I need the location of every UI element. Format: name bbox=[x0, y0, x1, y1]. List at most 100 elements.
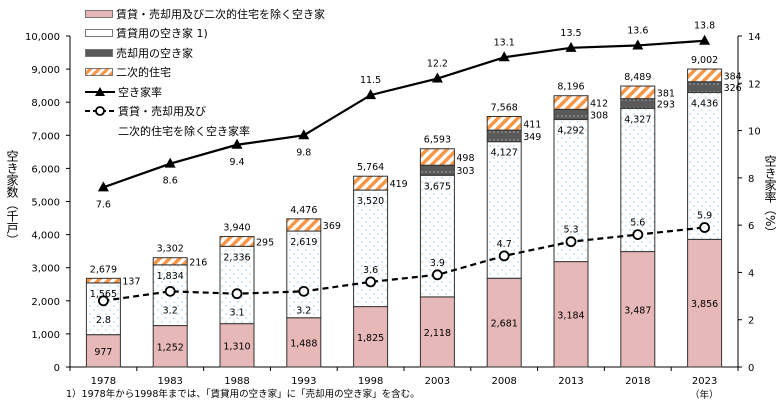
bar-total-label: 6,593 bbox=[424, 135, 451, 146]
bar-value-label: 3,184 bbox=[557, 310, 584, 321]
y2-tick-label: 14 bbox=[748, 32, 761, 43]
bar-value-label: 4,436 bbox=[691, 99, 718, 110]
bar-segment bbox=[152, 257, 188, 266]
bar-segment bbox=[687, 81, 723, 94]
bar-value-label: 977 bbox=[94, 347, 112, 358]
other-rate-point bbox=[98, 295, 109, 307]
y-tick-label: 4,000 bbox=[31, 231, 60, 242]
y-tick-label: 2,000 bbox=[31, 297, 60, 308]
vacancy-rate-label: 13.5 bbox=[560, 28, 581, 39]
legend-label: 賃貸・売却用及び二次的住宅を除く空き家 bbox=[116, 7, 325, 21]
bar-value-label: 3,675 bbox=[424, 181, 451, 192]
bar-value-label: 2,118 bbox=[424, 328, 451, 339]
x-tick-label: 1978 bbox=[91, 376, 116, 387]
bar-segment bbox=[353, 306, 389, 368]
y-tick-label: 6,000 bbox=[31, 164, 60, 175]
legend-item-other-rate-cont: 二次的住宅を除く空き家率 bbox=[85, 121, 325, 141]
y-axis-title: 空き家数（千戸） bbox=[5, 150, 19, 246]
bar-value-label: 384 bbox=[724, 71, 742, 82]
bar-segment bbox=[353, 175, 389, 191]
x-tick-label: 2018 bbox=[625, 376, 650, 387]
bar-segment bbox=[553, 95, 589, 110]
legend-item-rental: 賃貸用の空き家 1) bbox=[85, 24, 325, 44]
bar-value-label: 3,856 bbox=[691, 299, 718, 310]
bar-segment bbox=[85, 277, 121, 284]
bar-total-label: 3,302 bbox=[157, 244, 184, 255]
vacancy-rate-label: 8.6 bbox=[163, 176, 178, 187]
footnote: 1）1978年から1998年までは、「賃貸用の空き家」に「売却用の空き家」を含む… bbox=[66, 389, 420, 400]
other-rate-point bbox=[498, 250, 510, 262]
other-rate-point bbox=[431, 269, 443, 281]
vacancy-rate-label: 13.6 bbox=[627, 25, 648, 36]
y2-tick-label: 6 bbox=[748, 221, 754, 232]
vacancy-rate-label: 13.1 bbox=[494, 37, 515, 48]
other-rate-label: 3.2 bbox=[296, 305, 311, 316]
other-rate-point bbox=[231, 288, 243, 300]
bar-segment bbox=[486, 277, 522, 368]
y-tick-label: 5,000 bbox=[31, 198, 60, 209]
y2-tick-label: 4 bbox=[748, 268, 754, 279]
bar-value-label: 326 bbox=[724, 83, 742, 94]
y-tick-label: 9,000 bbox=[31, 65, 60, 76]
bar-value-label: 4,327 bbox=[624, 114, 651, 125]
bar-value-label: 498 bbox=[456, 153, 474, 164]
y-tick-label: 8,000 bbox=[31, 98, 60, 109]
legend-label: 二次的住宅 bbox=[116, 66, 171, 80]
legend-item-sale: 売却用の空き家 bbox=[85, 43, 325, 63]
bar-segment bbox=[85, 282, 121, 336]
vacancy-rate-point bbox=[298, 129, 310, 140]
bar-segment bbox=[85, 334, 121, 368]
bar-segment bbox=[486, 129, 522, 143]
vacancy-rate-point bbox=[699, 34, 711, 45]
bar-value-label: 4,127 bbox=[491, 148, 518, 159]
other-rate-label: 3.2 bbox=[163, 305, 178, 316]
bar-value-label: 1,825 bbox=[357, 333, 384, 344]
bar-value-label: 2,619 bbox=[290, 237, 317, 248]
bar-value-label: 2,681 bbox=[491, 319, 518, 330]
bar-value-label: 216 bbox=[189, 257, 207, 268]
legend-item-other-vacant: 賃貸・売却用及び二次的住宅を除く空き家 bbox=[85, 4, 325, 24]
legend-item-vacancy-rate: 空き家率 bbox=[85, 82, 325, 102]
other-rate-label: 5.6 bbox=[630, 218, 645, 229]
y2-axis-title: 空き家率（%） bbox=[763, 155, 777, 239]
bar-segment bbox=[219, 236, 255, 247]
bar-segment bbox=[687, 92, 723, 240]
other-rate-label: 3.1 bbox=[229, 308, 244, 319]
x-tick-label: 1993 bbox=[291, 376, 316, 387]
bar-segment bbox=[620, 98, 656, 109]
y-tick-label: 0 bbox=[54, 363, 60, 374]
x-tick-label: 2003 bbox=[425, 376, 450, 387]
other-rate-label: 2.8 bbox=[96, 315, 111, 326]
bar-value-label: 3,487 bbox=[624, 305, 651, 316]
y-tick-label: 3,000 bbox=[31, 264, 60, 275]
vacancy-rate-point bbox=[164, 157, 176, 168]
bar-value-label: 381 bbox=[657, 88, 675, 99]
bar-segment bbox=[687, 68, 723, 83]
bar-total-label: 7,568 bbox=[491, 102, 518, 113]
other-rate-point bbox=[565, 236, 577, 248]
x-tick-label: 1998 bbox=[358, 376, 383, 387]
x-tick-label: 2023 bbox=[692, 376, 717, 387]
bar-total-label: 3,940 bbox=[223, 223, 250, 234]
bar-value-label: 349 bbox=[523, 132, 541, 143]
bar-segment bbox=[152, 325, 188, 368]
bar-value-label: 308 bbox=[590, 110, 608, 121]
bar-value-label: 295 bbox=[256, 237, 274, 248]
bar-segment bbox=[286, 218, 322, 232]
bar-total-label: 4,476 bbox=[290, 205, 317, 216]
y2-tick-label: 8 bbox=[748, 174, 754, 185]
y-tick-label: 7,000 bbox=[31, 131, 60, 142]
bar-total-label: 9,002 bbox=[691, 55, 718, 66]
x-axis-unit: （年） bbox=[690, 390, 719, 401]
bar-segment bbox=[219, 245, 255, 325]
legend-label: 賃貸・売却用及び bbox=[118, 105, 206, 119]
bar-segment bbox=[419, 164, 455, 176]
bar-segment bbox=[620, 251, 656, 368]
other-rate-label: 3.9 bbox=[430, 258, 445, 269]
bar-value-label: 1,834 bbox=[157, 271, 184, 282]
bar-segment bbox=[553, 261, 589, 368]
legend-item-other-rate: 賃貸・売却用及び bbox=[85, 102, 325, 122]
y2-tick-label: 0 bbox=[748, 363, 754, 374]
